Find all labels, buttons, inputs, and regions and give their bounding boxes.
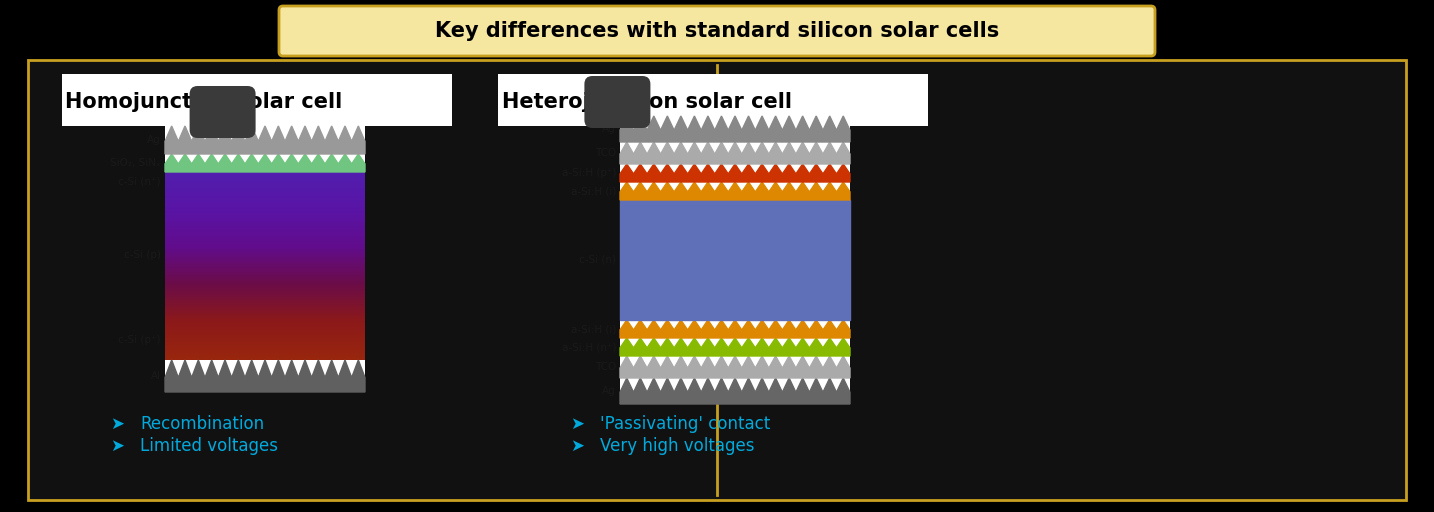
Polygon shape — [619, 142, 850, 164]
Text: c-Si (p): c-Si (p) — [123, 250, 161, 260]
Text: c-Si (p⁺): c-Si (p⁺) — [119, 335, 161, 345]
Text: TCO: TCO — [595, 148, 617, 158]
Text: Homojunction solar cell: Homojunction solar cell — [65, 92, 343, 112]
Text: Very high voltages: Very high voltages — [599, 437, 754, 455]
Polygon shape — [619, 338, 850, 356]
Text: ➤: ➤ — [569, 437, 584, 455]
Polygon shape — [619, 356, 850, 378]
Text: c-Si (n⁺): c-Si (n⁺) — [119, 176, 161, 186]
Text: ➤: ➤ — [110, 415, 123, 433]
Polygon shape — [619, 182, 850, 200]
Text: Ag: Ag — [602, 386, 617, 396]
Polygon shape — [619, 378, 850, 404]
Bar — [165, 122, 366, 392]
Text: Recombination: Recombination — [141, 415, 264, 433]
Text: 'Passivating' contact: 'Passivating' contact — [599, 415, 770, 433]
Text: ➤: ➤ — [569, 415, 584, 433]
FancyBboxPatch shape — [585, 76, 651, 128]
Text: Key differences with standard silicon solar cells: Key differences with standard silicon so… — [435, 21, 999, 41]
Polygon shape — [165, 360, 366, 392]
Text: Heterojunction solar cell: Heterojunction solar cell — [502, 92, 792, 112]
Text: Ag: Ag — [602, 124, 617, 134]
Text: Ag: Ag — [148, 135, 161, 145]
Text: a-Si:H (p⁺): a-Si:H (p⁺) — [562, 168, 617, 178]
FancyBboxPatch shape — [189, 86, 255, 138]
Text: Limited voltages: Limited voltages — [141, 437, 278, 455]
Text: ➤: ➤ — [110, 437, 123, 455]
Bar — [29, 60, 1405, 500]
Polygon shape — [619, 164, 850, 182]
Text: a-Si:H (i): a-Si:H (i) — [571, 324, 617, 334]
Polygon shape — [619, 200, 850, 320]
Polygon shape — [619, 320, 850, 338]
FancyBboxPatch shape — [280, 6, 1154, 56]
Polygon shape — [165, 126, 366, 154]
Text: a-Si:H (n⁺): a-Si:H (n⁺) — [562, 342, 617, 352]
Bar — [619, 122, 850, 404]
Polygon shape — [165, 154, 366, 172]
Bar — [62, 74, 452, 126]
Bar — [498, 74, 928, 126]
Text: SiO₂, SiNₓ: SiO₂, SiNₓ — [110, 158, 161, 168]
Text: a-Si:H (i): a-Si:H (i) — [571, 186, 617, 196]
Text: Al: Al — [151, 371, 161, 381]
Text: TCO: TCO — [595, 362, 617, 372]
Text: c-Si (n): c-Si (n) — [579, 255, 617, 265]
Polygon shape — [619, 116, 850, 142]
